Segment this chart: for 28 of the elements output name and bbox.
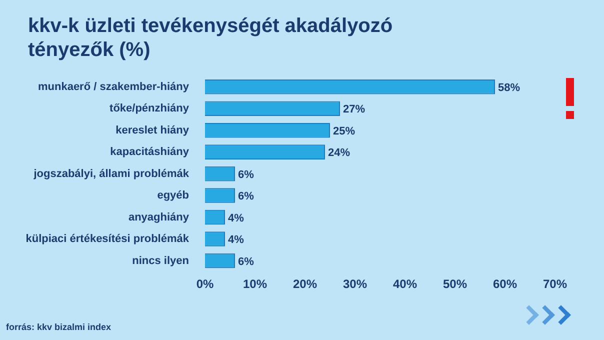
data-label: 27% (343, 104, 366, 116)
y-tick-label: anyaghiány (128, 211, 190, 224)
y-tick-label: tőke/pénzhiány (110, 102, 190, 115)
data-label: 6% (238, 190, 254, 203)
y-tick-label: nincs ilyen (132, 254, 190, 267)
chart-title: kkv-k üzleti tevékenységét akadályozó tényezők (%) (28, 14, 394, 62)
x-tick-label: 30% (342, 277, 368, 292)
y-tick-label: jogszabályi, állami problémák (32, 168, 190, 180)
x-tick-label: 60% (492, 277, 518, 292)
data-label: 4% (228, 212, 244, 224)
x-tick-label: 50% (442, 277, 468, 292)
data-label: 24% (328, 147, 350, 160)
y-tick-label: egyéb (157, 190, 190, 202)
x-tick-label: 70% (542, 277, 568, 292)
x-tick-label: 10% (242, 277, 268, 292)
data-label: 4% (228, 234, 244, 246)
y-tick-label: kapacitáshiány (110, 146, 190, 158)
data-label: 25% (333, 125, 356, 138)
y-tick-label: külpiaci értékesítési problémák (26, 233, 190, 246)
text: forrás: kkv bizalmi index (6, 322, 112, 332)
data-label: 6% (238, 256, 254, 268)
x-tick-label: 40% (392, 277, 418, 292)
x-tick-label: 20% (292, 277, 318, 292)
y-tick-label: munkaerő / szakember-hiány (38, 80, 190, 93)
data-label: 6% (238, 168, 254, 181)
x-tick-label: 0% (196, 277, 214, 292)
data-label: 58% (498, 82, 520, 94)
y-tick-label: kereslet hiány (116, 124, 190, 136)
